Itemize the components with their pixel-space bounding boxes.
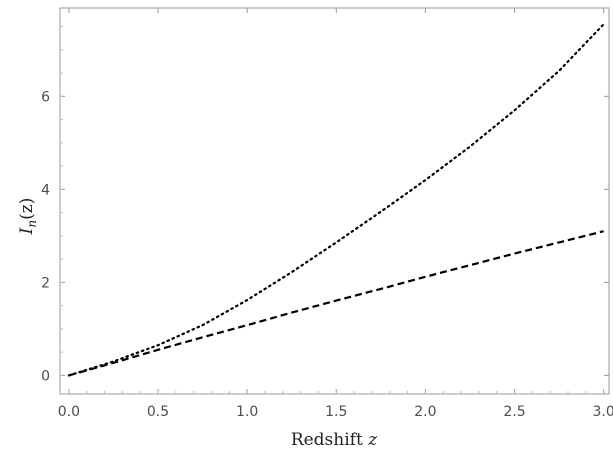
x-tick-label: 0.5 <box>147 404 169 420</box>
series-layer <box>67 23 605 377</box>
y-tick-label: 6 <box>41 89 50 105</box>
x-tick-label: 1.0 <box>236 404 258 420</box>
series-line-dashed <box>68 230 604 377</box>
x-tick-label: 3.0 <box>593 404 613 420</box>
x-tick-label: 0.0 <box>58 404 80 420</box>
x-tick-label: 2.5 <box>503 404 525 420</box>
y-axis-label: In(z) <box>17 198 39 236</box>
y-tick-label: 0 <box>41 368 50 384</box>
series-line-dotted <box>67 23 605 377</box>
plot-frame <box>59 7 610 395</box>
x-axis-label: Redshift z <box>291 430 378 450</box>
x-tick-label: 1.5 <box>325 404 347 420</box>
y-tick-label: 2 <box>41 275 50 291</box>
ticks: 0.0 0.5 1.0 1.5 2.0 2.5 3.0 0 2 4 6 <box>41 8 613 420</box>
y-tick-label: 4 <box>41 182 50 198</box>
x-tick-label: 2.0 <box>414 404 436 420</box>
